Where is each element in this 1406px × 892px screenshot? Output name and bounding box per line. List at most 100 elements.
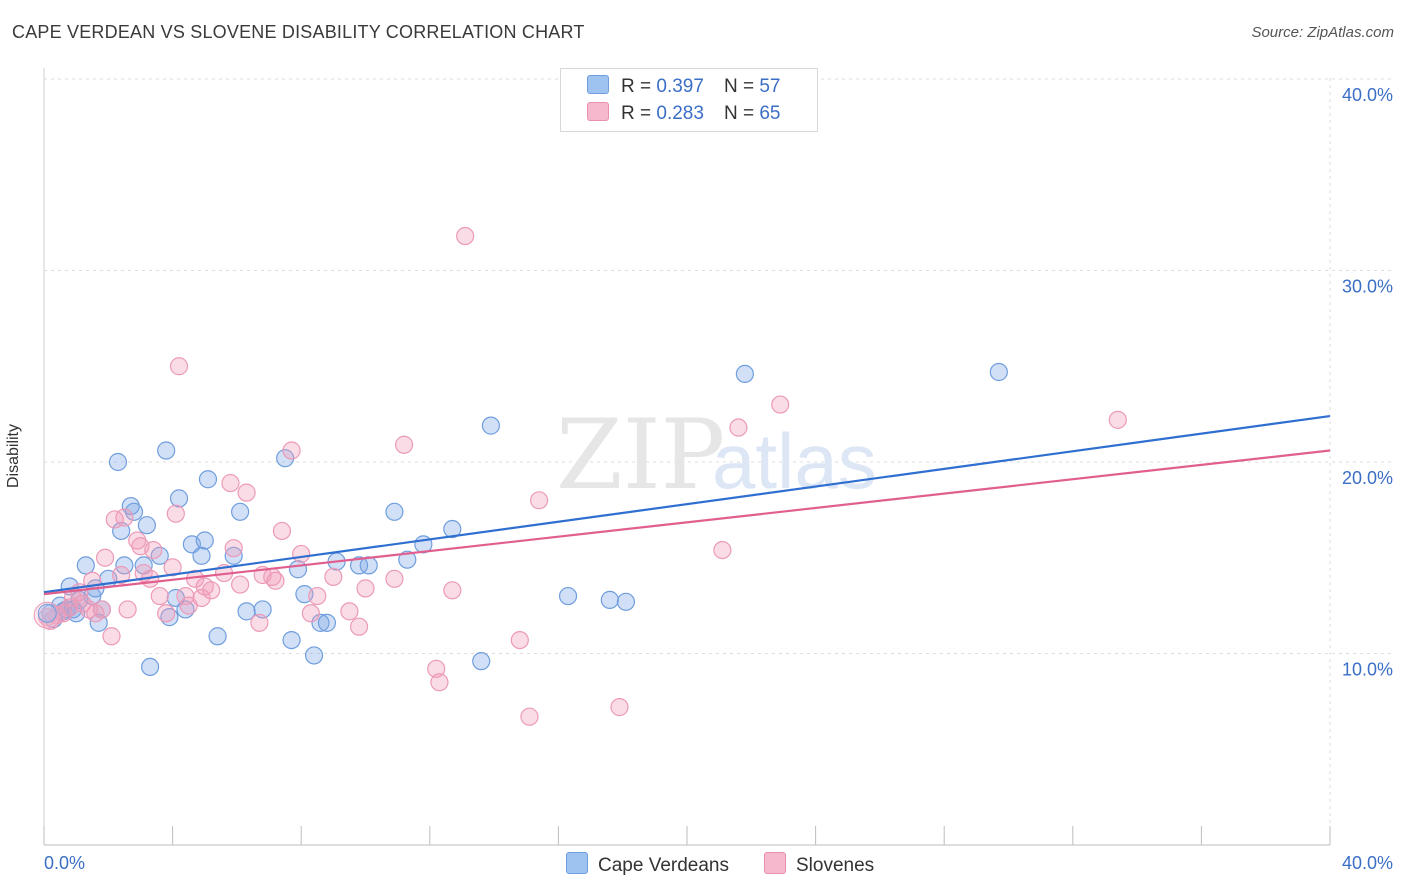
slovene-point — [221, 473, 240, 493]
bottom-legend-cape-verdeans: Cape Verdeans — [566, 852, 729, 877]
cape-verdean-point — [76, 556, 95, 575]
slovene-point — [530, 491, 549, 510]
cape-verdean-point — [349, 556, 369, 575]
legend-r-label: R = — [621, 103, 652, 124]
slovene-point — [176, 586, 195, 606]
cape-verdean-point — [140, 657, 160, 677]
slovene-point — [169, 357, 189, 376]
tick-labels: 10.0% 20.0% 30.0% 40.0% 0.0% 40.0% — [44, 85, 1393, 873]
slovene-point — [266, 571, 285, 590]
slovene-point — [192, 588, 211, 608]
legend-r-value: 0.283 — [656, 103, 704, 124]
bottom-legend-slovenes: Slovenes — [764, 852, 874, 877]
cape-verdean-point — [735, 364, 754, 384]
cape-verdean-point — [311, 613, 330, 632]
legend-n-label: N = — [723, 76, 755, 97]
y-tick-label: 20.0% — [1342, 468, 1393, 488]
slovene-point — [115, 508, 134, 527]
x-tick-label-max: 40.0% — [1342, 853, 1393, 873]
watermark-zip: ZIP — [556, 399, 725, 511]
slovene-point — [112, 565, 131, 585]
y-axis-label: Disability — [5, 423, 22, 489]
legend-r-label: R = — [621, 76, 652, 97]
source-label: Source: ZipAtlas.com — [1251, 24, 1394, 41]
cape-verdean-point — [304, 646, 324, 665]
cape-verdean-point — [169, 489, 189, 508]
cape-verdean-point — [282, 630, 301, 650]
x-tick-label-min: 0.0% — [44, 853, 85, 873]
slovene-point — [301, 604, 320, 623]
cape-verdean-point — [288, 560, 308, 579]
slovene-point — [430, 673, 449, 692]
slovene-point — [272, 521, 292, 541]
y-tick-label: 30.0% — [1342, 277, 1393, 297]
slovene-point — [385, 569, 404, 588]
slovene-point — [150, 586, 169, 606]
slovene-point — [394, 435, 414, 454]
cape-verdean-point — [558, 586, 578, 606]
legend-r-value: 0.397 — [656, 76, 704, 97]
legend-n-value: 57 — [759, 76, 781, 97]
bottom-legend-swatch-pink — [764, 852, 786, 874]
cape-verdean-point — [198, 470, 218, 489]
legend-n-label: N = — [723, 103, 755, 124]
bottom-legend-swatch-blue — [566, 852, 588, 874]
slovene-point — [292, 544, 311, 564]
cape-verdean-point — [443, 519, 462, 539]
slovene-point — [771, 395, 790, 414]
slovene-point — [324, 567, 343, 587]
cape-verdean-point — [989, 362, 1008, 382]
data-points — [33, 226, 1127, 726]
cape-verdean-trend-line — [43, 414, 1331, 594]
cape-verdean-point — [231, 502, 250, 521]
legend-row-cape-verdeans: R = 0.397 N = 57 — [587, 75, 780, 101]
legend-swatch-blue — [587, 75, 609, 94]
slovene-point — [118, 600, 137, 619]
slovene-point — [1108, 410, 1127, 429]
cape-verdean-point — [137, 516, 156, 535]
slovene-point — [282, 441, 301, 460]
cape-verdean-point — [224, 546, 243, 565]
cape-verdean-point — [472, 652, 491, 671]
cape-verdean-point — [481, 416, 500, 435]
slovene-point — [729, 418, 748, 437]
cape-verdean-point — [385, 502, 404, 521]
legend-row-slovenes: R = 0.283 N = 65 — [587, 102, 780, 128]
legend-n-value: 65 — [759, 103, 781, 124]
slovene-point — [340, 602, 359, 621]
slovene-point — [157, 604, 176, 623]
bottom-legend-label: Cape Verdeans — [598, 855, 729, 876]
slovene-point — [427, 659, 446, 678]
slovene-trend-line — [43, 449, 1331, 596]
slovene-point — [610, 698, 629, 717]
slovene-point — [224, 539, 243, 558]
bottom-legend-label: Slovenes — [796, 855, 875, 876]
cape-verdean-point — [317, 613, 337, 632]
cape-verdean-point — [616, 592, 636, 611]
axes — [43, 826, 1331, 845]
slovene-point — [250, 613, 269, 632]
slovene-point — [349, 617, 369, 636]
cape-verdean-point — [195, 531, 214, 550]
cape-verdean-point — [108, 452, 128, 472]
slovene-point — [144, 540, 163, 560]
slovene-point — [520, 707, 539, 726]
cape-verdean-point — [237, 602, 256, 621]
cape-verdean-point — [157, 441, 176, 460]
y-tick-label: 40.0% — [1342, 85, 1393, 105]
chart-title: CAPE VERDEAN VS SLOVENE DISABILITY CORRE… — [12, 22, 585, 42]
slovene-point — [202, 581, 221, 600]
cape-verdean-point — [600, 590, 619, 609]
cape-verdean-point — [398, 550, 417, 569]
slovene-point — [443, 581, 462, 600]
slovene-point — [95, 548, 115, 567]
slovene-point — [356, 579, 375, 598]
cape-verdean-point — [192, 546, 211, 565]
slovene-point — [128, 531, 147, 550]
slovene-point — [237, 483, 256, 502]
slovene-point — [456, 226, 475, 246]
legend-swatch-pink — [587, 102, 609, 121]
slovene-point — [102, 627, 121, 646]
watermark: ZIP atlas — [556, 399, 877, 511]
